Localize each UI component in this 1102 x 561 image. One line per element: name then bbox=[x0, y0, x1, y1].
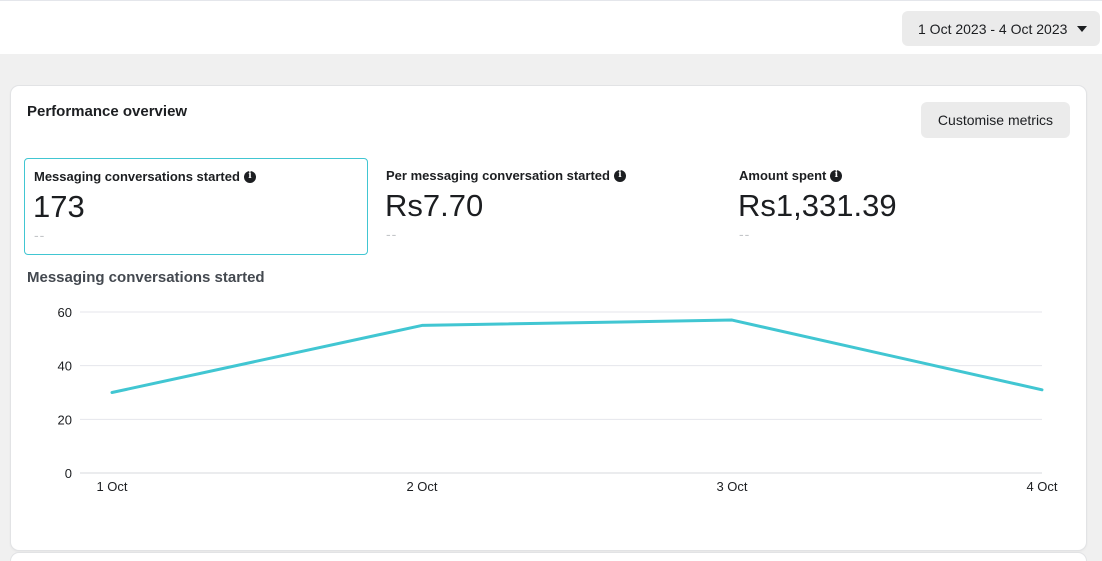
metric-label: Per messaging conversation started i bbox=[386, 168, 626, 183]
metric-value: Rs7.70 bbox=[385, 188, 484, 223]
caret-down-icon bbox=[1077, 26, 1087, 32]
metric-label-text: Per messaging conversation started bbox=[386, 168, 610, 183]
data-point bbox=[421, 324, 423, 326]
next-card-edge bbox=[11, 553, 1086, 561]
card-title: Performance overview bbox=[27, 103, 188, 120]
metric-comparison: -- bbox=[34, 227, 46, 243]
data-point bbox=[731, 319, 733, 321]
info-icon[interactable]: i bbox=[830, 169, 843, 182]
y-tick-label: 40 bbox=[58, 359, 72, 374]
info-icon[interactable]: i bbox=[613, 169, 626, 182]
metric-card-cost-per-conversation[interactable]: Per messaging conversation started i Rs7… bbox=[377, 158, 721, 255]
metric-comparison: -- bbox=[386, 226, 398, 242]
chart-title: Messaging conversations started bbox=[27, 269, 265, 286]
line-chart: 0 20 40 60 1 Oct 2 Oct 3 Oct 4 Oct bbox=[58, 305, 1058, 494]
data-point bbox=[1041, 389, 1043, 391]
x-tick-label: 4 Oct bbox=[1026, 479, 1057, 494]
metric-comparison: -- bbox=[739, 226, 751, 242]
top-bar: 1 Oct 2023 - 4 Oct 2023 bbox=[0, 0, 1102, 54]
x-tick-label: 2 Oct bbox=[406, 479, 437, 494]
date-range-label: 1 Oct 2023 - 4 Oct 2023 bbox=[918, 20, 1068, 37]
y-tick-label: 0 bbox=[65, 466, 72, 481]
metric-card-conversations[interactable]: Messaging conversations started i 173 -- bbox=[24, 158, 368, 255]
y-tick-label: 20 bbox=[58, 412, 72, 427]
metric-label: Amount spent i bbox=[739, 168, 843, 183]
y-tick-label: 60 bbox=[58, 305, 72, 320]
performance-overview-card: Performance overview Customise metrics M… bbox=[11, 86, 1086, 550]
metric-label-text: Amount spent bbox=[739, 168, 827, 183]
metric-value: Rs1,331.39 bbox=[738, 188, 897, 223]
series-line bbox=[110, 318, 1044, 394]
date-range-picker[interactable]: 1 Oct 2023 - 4 Oct 2023 bbox=[902, 11, 1100, 46]
metric-card-amount-spent[interactable]: Amount spent i Rs1,331.39 -- bbox=[730, 158, 1074, 255]
x-tick-label: 3 Oct bbox=[716, 479, 747, 494]
customise-metrics-button[interactable]: Customise metrics bbox=[921, 102, 1070, 138]
data-point bbox=[111, 392, 113, 393]
metric-label-text: Messaging conversations started bbox=[34, 169, 240, 184]
info-icon[interactable]: i bbox=[243, 170, 256, 183]
metric-label: Messaging conversations started i bbox=[34, 169, 256, 184]
metric-value: 173 bbox=[33, 189, 85, 224]
x-tick-label: 1 Oct bbox=[96, 479, 127, 494]
